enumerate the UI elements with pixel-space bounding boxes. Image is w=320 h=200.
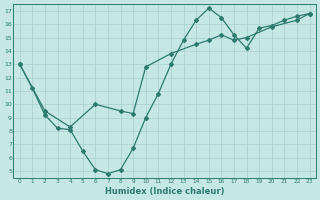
X-axis label: Humidex (Indice chaleur): Humidex (Indice chaleur) xyxy=(105,187,224,196)
